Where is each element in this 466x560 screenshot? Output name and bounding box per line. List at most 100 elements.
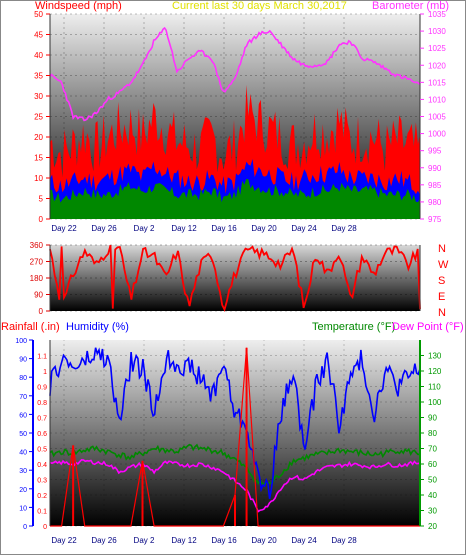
humidity-ticks: 0 10 20 30 40 50 60 70 80 90 100 xyxy=(15,338,33,531)
temperature-tick-label: 110 xyxy=(428,383,441,392)
wind-x-tick-label: Day 20 xyxy=(251,224,277,233)
barometer-line xyxy=(49,26,421,122)
temperature-tick-label: 40 xyxy=(428,491,437,500)
temperature-tick-label: 30 xyxy=(428,507,437,516)
climate-x-tick-label: Day 16 xyxy=(211,536,237,545)
humidity-tick-label: 80 xyxy=(19,375,27,382)
barometer-tick-label: 1020 xyxy=(428,61,446,70)
temperature-line xyxy=(49,443,421,485)
temperature-tick-label: 100 xyxy=(428,398,442,407)
temperature-tick-label: 60 xyxy=(428,460,437,469)
windspeed-tick-label: 5 xyxy=(39,195,44,204)
rain-tick-label: 0.8 xyxy=(37,400,47,407)
climate-x-tick-label: Day 28 xyxy=(331,536,357,545)
windspeed-tick-label: 35 xyxy=(34,72,43,81)
humidity-tick-label: 20 xyxy=(19,487,27,494)
barometer-title: Barometer (mb) xyxy=(372,0,449,12)
rain-tick-label: 0.4 xyxy=(37,462,47,469)
barometer-tick-label: 1005 xyxy=(428,113,446,122)
climate-x-tick-label: Day 12 xyxy=(171,536,197,545)
windspeed-title: Windspeed (mph) xyxy=(35,0,122,12)
rain-tick-label: 0.7 xyxy=(37,416,47,423)
barometer-tick-label: 1035 xyxy=(428,10,446,19)
rain-tick-label: 0.6 xyxy=(37,431,47,438)
barometer-tick-label: 990 xyxy=(428,164,442,173)
climate-x-tick-label: Day 22 xyxy=(51,536,77,545)
humidity-tick-label: 40 xyxy=(19,450,27,457)
compass-label: W xyxy=(438,259,449,271)
compass-label: S xyxy=(438,275,445,287)
temperature-title: Temperature (°F) xyxy=(312,321,395,333)
rain-humidity-temp-panel: 0 0.1 0.2 0.3 0.4 0.5 0.6 0.7 0.8 0.9 1 1.1 0 10 20 30… xyxy=(15,338,442,545)
rain-tick-label: 0.2 xyxy=(37,493,47,500)
barometer-tick-label: 1000 xyxy=(428,130,446,139)
temperature-tick-label: 130 xyxy=(428,352,442,361)
direction-tick-label: 180 xyxy=(30,274,44,283)
climate-x-tick-label: Day 2 xyxy=(134,536,155,545)
climate-x-tick-label: Day 20 xyxy=(251,536,277,545)
temperature-tick-label: 80 xyxy=(428,429,437,438)
wind-x-tick-label: Day 22 xyxy=(51,224,77,233)
barometer-ticks: 975 980 985 990 995 1000 1005 1010 1015 1020 1025 1… xyxy=(420,10,446,224)
direction-marks xyxy=(49,244,421,312)
humidity-tick-label: 0 xyxy=(23,524,27,531)
climate-marks xyxy=(49,347,421,527)
humidity-tick-label: 30 xyxy=(19,468,27,475)
windspeed-tick-label: 30 xyxy=(34,92,43,101)
humidity-tick-label: 70 xyxy=(19,394,27,401)
temperature-tick-label: 120 xyxy=(428,367,442,376)
windspeed-tick-label: 20 xyxy=(34,133,43,142)
rainfall-line xyxy=(50,347,420,527)
rain-tick-label: 1 xyxy=(43,369,47,376)
rainfall-title: Rainfall (.in) xyxy=(1,321,60,333)
barometer-tick-label: 1010 xyxy=(428,95,446,104)
temperature-tick-label: 50 xyxy=(428,476,437,485)
windspeed-tick-label: 50 xyxy=(34,10,43,19)
windspeed-tick-label: 45 xyxy=(34,31,43,40)
rain-tick-label: 0 xyxy=(43,524,47,531)
wind-x-tick-label: Day 24 xyxy=(291,224,317,233)
climate-x-ticks: Day 22 Day 26 Day 2 Day 12 Day 16 Day 20 Day 2… xyxy=(51,536,357,545)
humidity-tick-label: 60 xyxy=(19,412,27,419)
rain-tick-label: 0.3 xyxy=(37,478,47,485)
humidity-tick-label: 50 xyxy=(19,431,27,438)
windspeed-tick-label: 10 xyxy=(34,174,43,183)
rain-tick-label: 0.1 xyxy=(37,509,47,516)
temperature-tick-label: 20 xyxy=(428,522,437,531)
dewpoint-title: Dew Point (°F) xyxy=(392,321,464,333)
barometer-tick-label: 980 xyxy=(428,198,442,207)
dewpoint-line xyxy=(49,458,421,513)
wind-x-tick-label: Day 16 xyxy=(211,224,237,233)
barometer-tick-label: 975 xyxy=(428,215,442,224)
humidity-line xyxy=(49,347,421,499)
humidity-tick-label: 90 xyxy=(19,357,27,364)
windspeed-tick-label: 0 xyxy=(39,215,44,224)
temperature-tick-label: 90 xyxy=(428,414,437,423)
wind-x-tick-label: Day 28 xyxy=(331,224,357,233)
compass-label: E xyxy=(438,291,445,303)
windspeed-ticks: 0 5 10 15 20 25 30 35 40 45 50 xyxy=(34,10,50,224)
humidity-tick-label: 10 xyxy=(19,505,27,512)
rain-ticks: 0 0.1 0.2 0.3 0.4 0.5 0.6 0.7 0.8 0.9 1 1.1 xyxy=(37,354,47,532)
rain-tick-label: 1.1 xyxy=(37,354,47,361)
windspeed-tick-label: 40 xyxy=(34,51,43,60)
direction-tick-label: 270 xyxy=(30,258,44,267)
barometer-tick-label: 995 xyxy=(428,147,442,156)
barometer-tick-label: 1015 xyxy=(428,78,446,87)
wind-x-ticks: Day 22 Day 26 Day 2 Day 12 Day 16 Day 20 Day 2… xyxy=(51,224,357,233)
direction-line xyxy=(49,244,421,312)
climate-x-tick-label: Day 24 xyxy=(291,536,317,545)
barometer-tick-label: 1025 xyxy=(428,44,446,53)
barometer-tick-label: 1030 xyxy=(428,27,446,36)
temperature-tick-label: 70 xyxy=(428,445,437,454)
wind-x-tick-label: Day 26 xyxy=(91,224,117,233)
chart-title: Current last 30 days March 30,2017 xyxy=(172,0,347,12)
direction-tick-label: 360 xyxy=(30,241,44,250)
windspeed-tick-label: 15 xyxy=(34,154,43,163)
rain-tick-label: 0.9 xyxy=(37,385,47,392)
wind-x-tick-label: Day 2 xyxy=(134,224,155,233)
wind-x-tick-label: Day 12 xyxy=(171,224,197,233)
